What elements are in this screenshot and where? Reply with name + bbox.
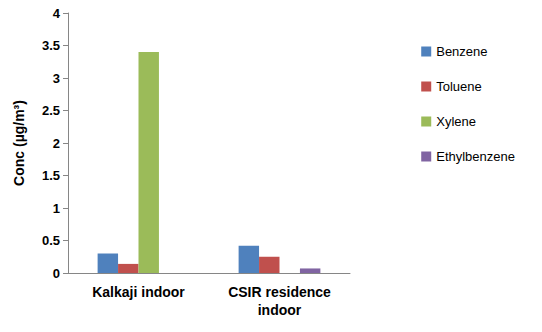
svg-text:0: 0	[53, 266, 60, 281]
svg-text:4: 4	[53, 6, 61, 21]
svg-text:Toluene: Toluene	[436, 79, 482, 94]
svg-text:3.5: 3.5	[42, 38, 60, 53]
svg-text:Benzene: Benzene	[436, 44, 487, 59]
svg-text:Ethylbenzene: Ethylbenzene	[436, 149, 515, 164]
svg-text:3: 3	[53, 71, 60, 86]
svg-text:indoor: indoor	[258, 302, 302, 318]
svg-text:Kalkaji indoor: Kalkaji indoor	[92, 284, 185, 300]
svg-text:0.5: 0.5	[42, 233, 60, 248]
svg-text:Conc (µg/m³): Conc (µg/m³)	[11, 100, 27, 186]
svg-text:2: 2	[53, 136, 60, 151]
svg-text:CSIR residence: CSIR residence	[228, 284, 331, 300]
svg-text:1: 1	[53, 201, 60, 216]
svg-text:2.5: 2.5	[42, 103, 60, 118]
svg-text:1.5: 1.5	[42, 168, 60, 183]
svg-text:Xylene: Xylene	[436, 114, 476, 129]
